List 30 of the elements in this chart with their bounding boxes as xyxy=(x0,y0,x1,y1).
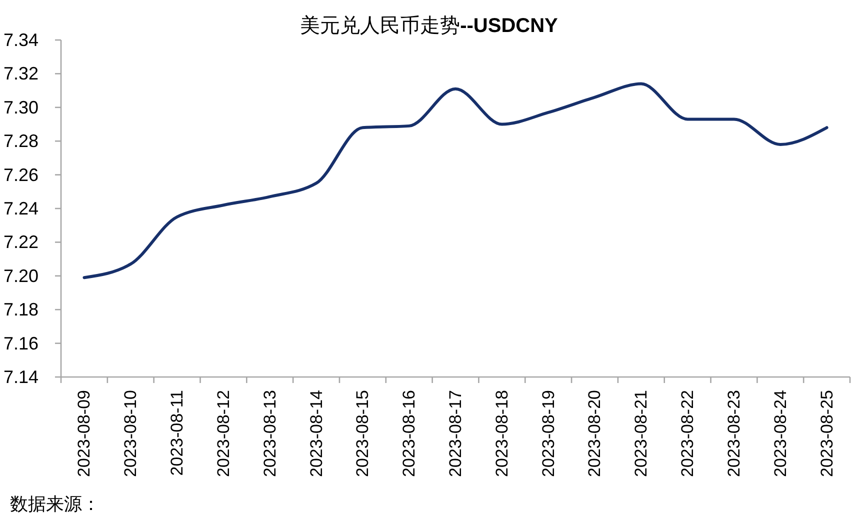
y-tick-label: 7.30 xyxy=(3,97,39,118)
x-tick-label: 2023-08-14 xyxy=(306,390,326,477)
x-tick-label: 2023-08-20 xyxy=(585,390,604,477)
x-tick-label: 2023-08-13 xyxy=(260,390,280,477)
y-tick-label: 7.26 xyxy=(3,164,39,185)
y-tick-label: 7.18 xyxy=(3,300,39,320)
x-tick-label: 2023-08-09 xyxy=(74,390,94,477)
x-tick-label: 2023-08-19 xyxy=(538,390,558,477)
y-tick-label: 7.14 xyxy=(3,367,39,387)
x-tick-label: 2023-08-24 xyxy=(770,390,790,477)
title: 美元兑人民币走势--USDCNY xyxy=(300,13,558,37)
y-tick-label: 7.28 xyxy=(3,131,39,152)
x-tick-label: 2023-08-16 xyxy=(400,390,419,477)
x-tick-label: 2023-08-17 xyxy=(446,390,465,477)
x-tick-label: 2023-08-15 xyxy=(353,390,372,477)
y-tick-label: 7.24 xyxy=(3,198,39,218)
x-tick-label: 2023-08-12 xyxy=(214,390,233,477)
x-tick-label: 2023-08-22 xyxy=(678,390,698,477)
x-tick-label: 2023-08-21 xyxy=(632,390,651,477)
annotation: 数据来源： xyxy=(10,494,100,515)
x-tick-label: 2023-08-25 xyxy=(817,390,836,477)
x-tick-label: 2023-08-10 xyxy=(121,390,140,477)
x-tick-label: 2023-08-23 xyxy=(724,390,744,477)
x-tick-label: 2023-08-11 xyxy=(168,390,187,476)
x-tick-label: 2023-08-18 xyxy=(492,390,512,477)
y-tick-label: 7.20 xyxy=(3,266,39,286)
y-tick-label: 7.34 xyxy=(3,30,39,50)
y-tick-label: 7.16 xyxy=(3,333,39,354)
y-tick-label: 7.32 xyxy=(3,64,39,84)
y-tick-label: 7.22 xyxy=(3,232,39,252)
